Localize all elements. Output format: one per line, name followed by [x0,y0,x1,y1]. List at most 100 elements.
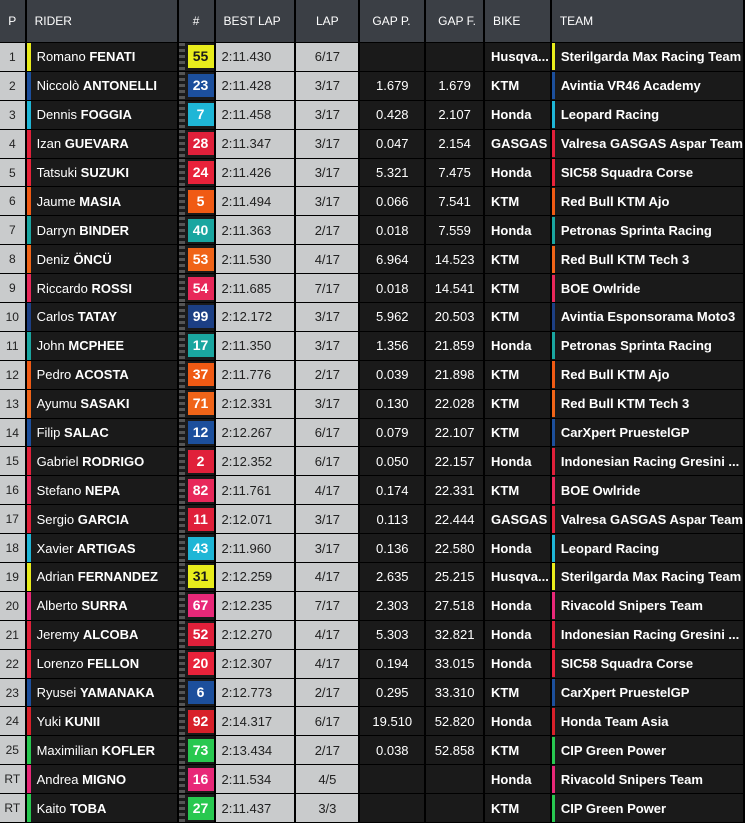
table-row[interactable]: RT Kaito TOBA 27 2:11.437 3/3 KTM CIP Green Po… [0,794,743,823]
best-lap-cell: 2:11.494 [215,187,295,216]
gap-first-cell: 7.475 [426,158,484,187]
rider-cell[interactable]: Deniz ÖNCÜ [26,245,177,274]
table-row[interactable]: 22 Lorenzo FELLON 20 2:12.307 4/17 0.194 33.01… [0,649,743,678]
team-cell: Valresa GASGAS Aspar Team [551,129,743,158]
checkered-flag-icon [178,736,185,764]
rider-cell[interactable]: Ayumu SASAKI [26,389,177,418]
team-name: Indonesian Racing Gresini ... [560,453,740,469]
rider-cell[interactable]: Dennis FOGGIA [26,100,177,129]
table-row[interactable]: 12 Pedro ACOSTA 37 2:11.776 2/17 0.039 21.898 K… [0,360,743,389]
table-row[interactable]: 14 Filip SALAC 12 2:12.267 6/17 0.079 22.107 KT… [0,418,743,447]
gap-prev-cell: 0.066 [360,187,425,216]
rider-cell[interactable]: Ryusei YAMANAKA [26,678,177,707]
table-row[interactable]: 16 Stefano NEPA 82 2:11.761 4/17 0.174 22.331 K… [0,476,743,505]
rider-cell[interactable]: Jeremy ALCOBA [26,620,177,649]
rider-number-badge: 71 [187,392,214,416]
best-lap-cell: 2:11.530 [215,245,295,274]
bike-cell: KTM [485,794,550,823]
rider-cell[interactable]: Carlos TATAY [26,303,177,331]
col-header-number[interactable]: # [178,0,214,42]
gap-first-cell: 2.154 [426,129,484,158]
team-name: BOE Owlride [560,280,641,296]
position-cell: 24 [0,707,25,736]
bike-cell: KTM [485,418,550,447]
table-row[interactable]: 7 Darryn BINDER 40 2:11.363 2/17 0.018 7.559 Ho… [0,216,743,245]
table-row[interactable]: 5 Tatsuki SUZUKI 24 2:11.426 3/17 5.321 7.475 H… [0,158,743,187]
rider-number-badge: 28 [187,132,214,156]
table-row[interactable]: 25 Maximilian KOFLER 73 2:13.434 2/17 0.038 52… [0,736,743,765]
rider-cell[interactable]: Jaume MASIA [26,187,177,216]
rider-cell[interactable]: Niccolò ANTONELLI [26,71,177,100]
gap-prev-cell: 0.038 [360,736,425,765]
best-lap-cell: 2:12.331 [215,389,295,418]
rider-last-name: MCPHEE [68,338,125,354]
rider-number-badge: 40 [187,218,214,242]
table-row[interactable]: 10 Carlos TATAY 99 2:12.172 3/17 5.962 20.503 K… [0,303,743,331]
table-row[interactable]: 15 Gabriel RODRIGO 2 2:12.352 6/17 0.050 22.15… [0,447,743,476]
col-header-gap-first[interactable]: GAP F. [426,0,484,42]
number-cell: 53 [178,245,214,274]
table-row[interactable]: 8 Deniz ÖNCÜ 53 2:11.530 4/17 6.964 14.523 KTM R… [0,245,743,274]
col-header-best-lap[interactable]: BEST LAP [215,0,295,42]
team-color-bar [551,72,555,100]
rider-cell[interactable]: Gabriel RODRIGO [26,447,177,476]
table-row[interactable]: 23 Ryusei YAMANAKA 6 2:12.773 2/17 0.295 33.31… [0,678,743,707]
table-row[interactable]: 11 John MCPHEE 17 2:11.350 3/17 1.356 21.859 Ho… [0,331,743,360]
rider-cell[interactable]: Andrea MIGNO [26,765,177,794]
rider-cell[interactable]: Sergio GARCIA [26,505,177,534]
team-cell: Leopard Racing [551,100,743,129]
table-row[interactable]: 24 Yuki KUNII 92 2:14.317 6/17 19.510 52.820 Ho… [0,707,743,736]
col-header-rider[interactable]: RIDER [26,0,177,42]
team-cell: Red Bull KTM Tech 3 [551,245,743,274]
col-header-team[interactable]: TEAM [551,0,743,42]
rider-cell[interactable]: Filip SALAC [26,418,177,447]
lap-cell: 6/17 [296,418,359,447]
number-cell: 73 [178,736,214,765]
position-cell: 21 [0,620,25,649]
bike-cell: Honda [485,620,550,649]
rider-cell[interactable]: Izan GUEVARA [26,129,177,158]
table-row[interactable]: 20 Alberto SURRA 67 2:12.235 7/17 2.303 27.518… [0,591,743,620]
rider-cell[interactable]: Maximilian KOFLER [26,736,177,765]
table-row[interactable]: 4 Izan GUEVARA 28 2:11.347 3/17 0.047 2.154 GAS… [0,129,743,158]
rider-cell[interactable]: John MCPHEE [26,331,177,360]
table-row[interactable]: RT Andrea MIGNO 16 2:11.534 4/5 Honda Rivacold… [0,765,743,794]
table-row[interactable]: 19 Adrian FERNANDEZ 31 2:12.259 4/17 2.635 25.… [0,563,743,591]
col-header-gap-prev[interactable]: GAP P. [360,0,425,42]
table-row[interactable]: 2 Niccolò ANTONELLI 23 2:11.428 3/17 1.679 1.6… [0,71,743,100]
rider-cell[interactable]: Kaito TOBA [26,794,177,823]
rider-last-name: ACOSTA [74,367,129,383]
bike-cell: KTM [485,187,550,216]
bike-cell: KTM [485,360,550,389]
bike-cell: Honda [485,331,550,360]
table-row[interactable]: 9 Riccardo ROSSI 54 2:11.685 7/17 0.018 14.541… [0,274,743,303]
rider-cell[interactable]: Darryn BINDER [26,216,177,245]
team-color-bar [551,736,555,764]
checkered-flag-icon [178,650,185,678]
table-row[interactable]: 21 Jeremy ALCOBA 52 2:12.270 4/17 5.303 32.821… [0,620,743,649]
col-header-lap[interactable]: LAP [296,0,359,42]
rider-cell[interactable]: Yuki KUNII [26,707,177,736]
table-row[interactable]: 6 Jaume MASIA 5 2:11.494 3/17 0.066 7.541 KTM Re… [0,187,743,216]
rider-cell[interactable]: Tatsuki SUZUKI [26,158,177,187]
table-row[interactable]: 13 Ayumu SASAKI 71 2:12.331 3/17 0.130 22.028 K… [0,389,743,418]
col-header-bike[interactable]: BIKE [485,0,550,42]
rider-cell[interactable]: Adrian FERNANDEZ [26,563,177,591]
rider-cell[interactable]: Xavier ARTIGAS [26,534,177,563]
rider-number-badge: 27 [187,796,214,820]
rider-cell[interactable]: Stefano NEPA [26,476,177,505]
rider-cell[interactable]: Romano FENATI [26,43,177,71]
table-row[interactable]: 1 Romano FENATI 55 2:11.430 6/17 Husqva... Ste… [0,43,743,71]
rider-cell[interactable]: Pedro ACOSTA [26,360,177,389]
col-header-pos[interactable]: P [0,0,25,42]
rider-cell[interactable]: Riccardo ROSSI [26,274,177,303]
rider-cell[interactable]: Alberto SURRA [26,591,177,620]
table-row[interactable]: 17 Sergio GARCIA 11 2:12.071 3/17 0.113 22.444… [0,505,743,534]
lap-cell: 3/17 [296,389,359,418]
rider-last-name: NEPA [85,482,121,498]
table-row[interactable]: 3 Dennis FOGGIA 7 2:11.458 3/17 0.428 2.107 Hon… [0,100,743,129]
rider-cell[interactable]: Lorenzo FELLON [26,649,177,678]
rider-first-name: Sergio [36,511,75,527]
table-row[interactable]: 18 Xavier ARTIGAS 43 2:11.960 3/17 0.136 22.58… [0,534,743,563]
gap-first-cell: 7.541 [426,187,484,216]
